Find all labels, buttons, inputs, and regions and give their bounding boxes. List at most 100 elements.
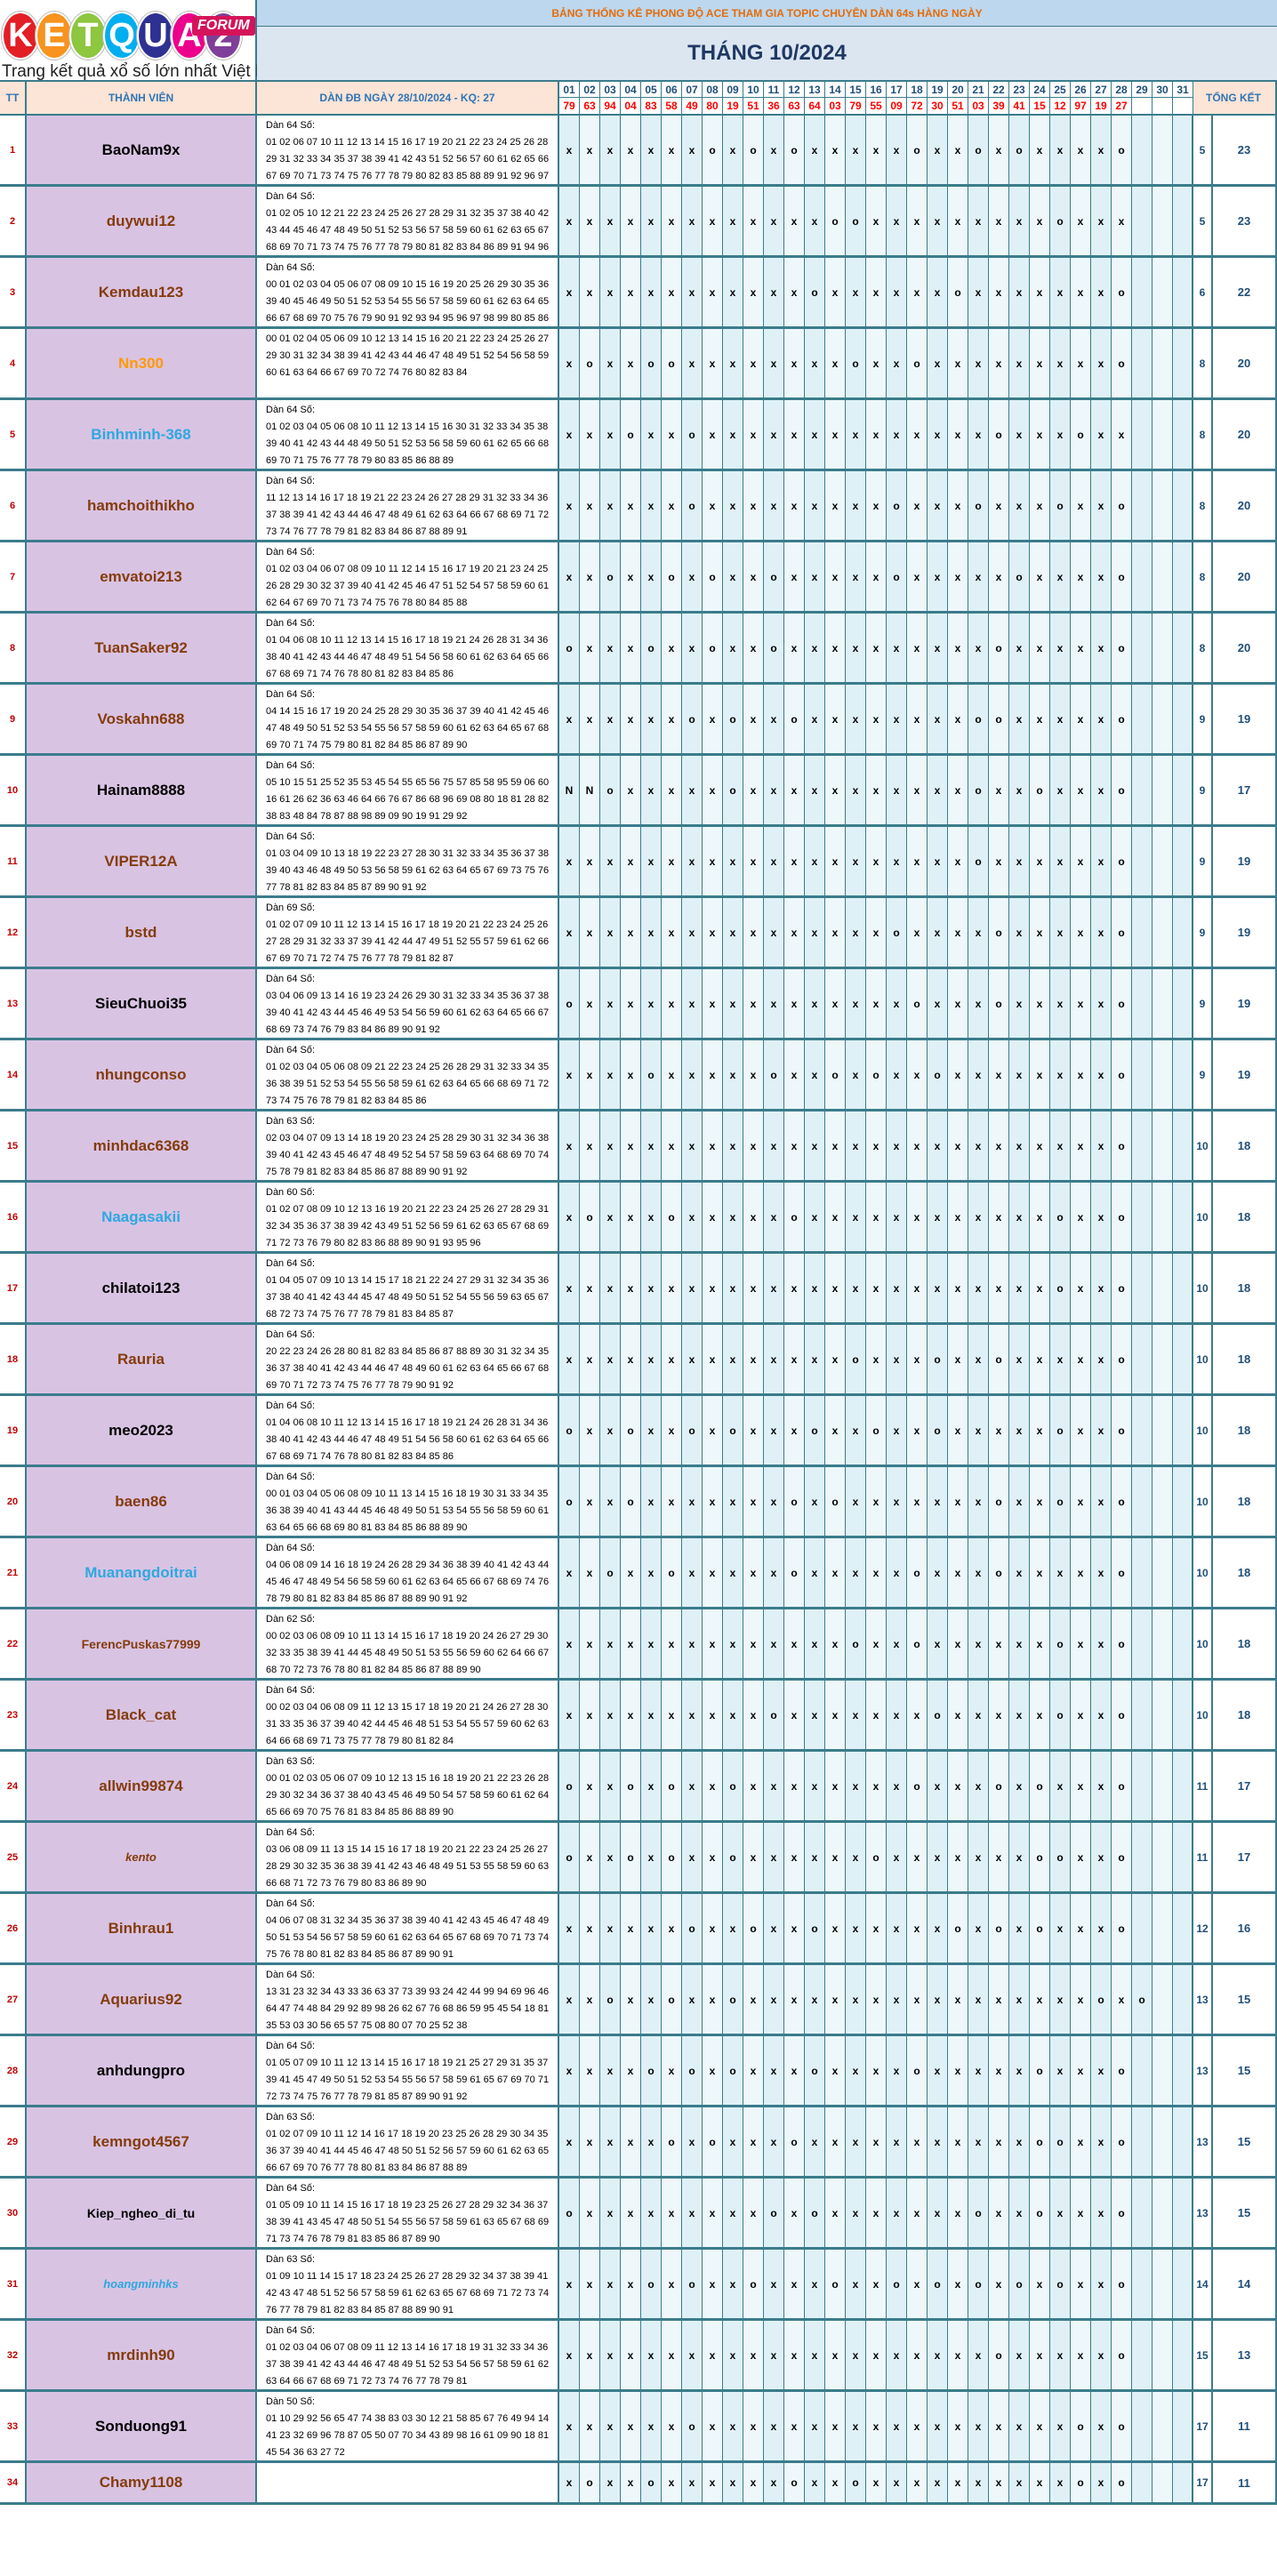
day-mark: x [948, 1254, 968, 1325]
day-mark: x [703, 258, 723, 329]
day-mark [1132, 1467, 1153, 1538]
result-number: 36 [764, 98, 784, 116]
day-mark: x [1009, 1609, 1030, 1681]
total-count: 13 [1213, 2321, 1277, 2392]
dan-title: Dàn 64 Số: [266, 760, 316, 771]
day-mark: x [723, 969, 743, 1040]
day-header: 29 [1132, 80, 1153, 98]
logo-tagline: Trang kết quả xổ số lớn nhất Việt Nam [2, 62, 292, 81]
day-mark: x [621, 2463, 641, 2505]
member-name: Sonduong91 [27, 2392, 257, 2463]
day-mark: o [621, 1752, 641, 1823]
dan-numbers: Dàn 63 Số: 01 09 10 11 14 15 17 18 23 24 … [257, 2250, 559, 2321]
day-mark: x [968, 1965, 989, 2036]
day-mark [1153, 1965, 1173, 2036]
member-name: Binhrau1 [27, 1894, 257, 1965]
day-mark [1132, 2179, 1153, 2250]
day-mark: x [989, 1183, 1009, 1254]
row-number: 29 [0, 2107, 27, 2179]
o-count: 9 [1192, 898, 1213, 969]
day-mark: x [764, 471, 784, 542]
day-mark [1153, 2392, 1173, 2463]
day-mark: x [621, 1254, 641, 1325]
day-mark: x [846, 1823, 866, 1894]
total-count: 20 [1213, 471, 1277, 542]
day-mark: x [703, 1823, 723, 1894]
day-mark: x [621, 756, 641, 827]
day-mark: x [1091, 2392, 1112, 2463]
day-mark: x [866, 2463, 887, 2505]
day-mark: x [703, 969, 723, 1040]
day-mark: x [805, 400, 825, 471]
day-mark: x [703, 1111, 723, 1183]
day-mark: x [559, 827, 580, 898]
dan-list: 01 02 06 07 10 11 12 13 14 15 16 17 19 2… [266, 137, 550, 181]
day-header: 06 [662, 80, 682, 98]
day-mark: x [580, 542, 600, 614]
day-mark: x [866, 1894, 887, 1965]
day-mark: x [907, 614, 928, 685]
total-count: 11 [1213, 2463, 1277, 2505]
day-mark: x [1009, 2321, 1030, 2392]
day-mark: x [1030, 2392, 1050, 2463]
day-mark: o [1050, 1396, 1071, 1467]
day-mark: o [641, 1040, 662, 1111]
day-mark: o [784, 2463, 805, 2505]
day-mark: x [1091, 329, 1112, 400]
day-mark: x [989, 116, 1009, 187]
day-mark: x [846, 1111, 866, 1183]
day-mark: x [907, 1894, 928, 1965]
day-mark: x [743, 1183, 764, 1254]
day-mark: x [580, 898, 600, 969]
day-mark: x [641, 1823, 662, 1894]
day-mark: x [948, 2179, 968, 2250]
day-mark: o [743, 2250, 764, 2321]
day-mark: x [682, 1752, 703, 1823]
day-mark: x [1009, 898, 1030, 969]
day-mark: x [805, 1538, 825, 1609]
day-mark: x [743, 685, 764, 756]
day-mark [1132, 2463, 1153, 2505]
result-number: 03 [968, 98, 989, 116]
day-mark [1173, 1396, 1193, 1467]
dan-list: 00 02 03 06 08 09 10 11 13 14 15 16 17 1… [266, 1631, 550, 1675]
day-mark: x [968, 2036, 989, 2107]
day-mark: x [580, 1965, 600, 2036]
day-mark: x [846, 542, 866, 614]
day-mark: x [1091, 1183, 1112, 1254]
day-mark: x [1091, 2107, 1112, 2179]
day-mark: o [968, 116, 989, 187]
day-mark: x [1071, 1040, 1091, 1111]
day-mark: x [825, 1538, 846, 1609]
day-mark: x [846, 1894, 866, 1965]
day-mark: x [600, 1254, 621, 1325]
day-mark: x [1091, 1111, 1112, 1183]
day-mark: x [682, 1965, 703, 2036]
day-mark: x [662, 2463, 682, 2505]
day-mark: x [682, 2321, 703, 2392]
day-mark: x [784, 258, 805, 329]
day-mark: x [1009, 2392, 1030, 2463]
day-mark: o [723, 2036, 743, 2107]
day-mark: o [1009, 2250, 1030, 2321]
dan-title: Dàn 69 Số: [266, 903, 316, 913]
day-mark: x [887, 756, 907, 827]
member-name: SieuChuoi35 [27, 969, 257, 1040]
day-mark: x [1091, 471, 1112, 542]
o-count: 10 [1192, 1681, 1213, 1752]
day-mark: x [928, 1538, 948, 1609]
day-mark: x [1091, 969, 1112, 1040]
o-count: 11 [1192, 1752, 1213, 1823]
day-mark: x [1030, 1538, 1050, 1609]
member-name: Aquarius92 [27, 1965, 257, 2036]
dan-list: 04 06 07 08 31 32 34 35 36 37 38 39 40 4… [266, 1915, 550, 1960]
member-name: nhungconso [27, 1040, 257, 1111]
day-mark: o [989, 400, 1009, 471]
day-mark: x [907, 2250, 928, 2321]
day-mark: o [1112, 969, 1132, 1040]
day-mark: x [1030, 898, 1050, 969]
day-mark: o [866, 1040, 887, 1111]
day-mark: x [928, 1823, 948, 1894]
day-mark: x [805, 1111, 825, 1183]
